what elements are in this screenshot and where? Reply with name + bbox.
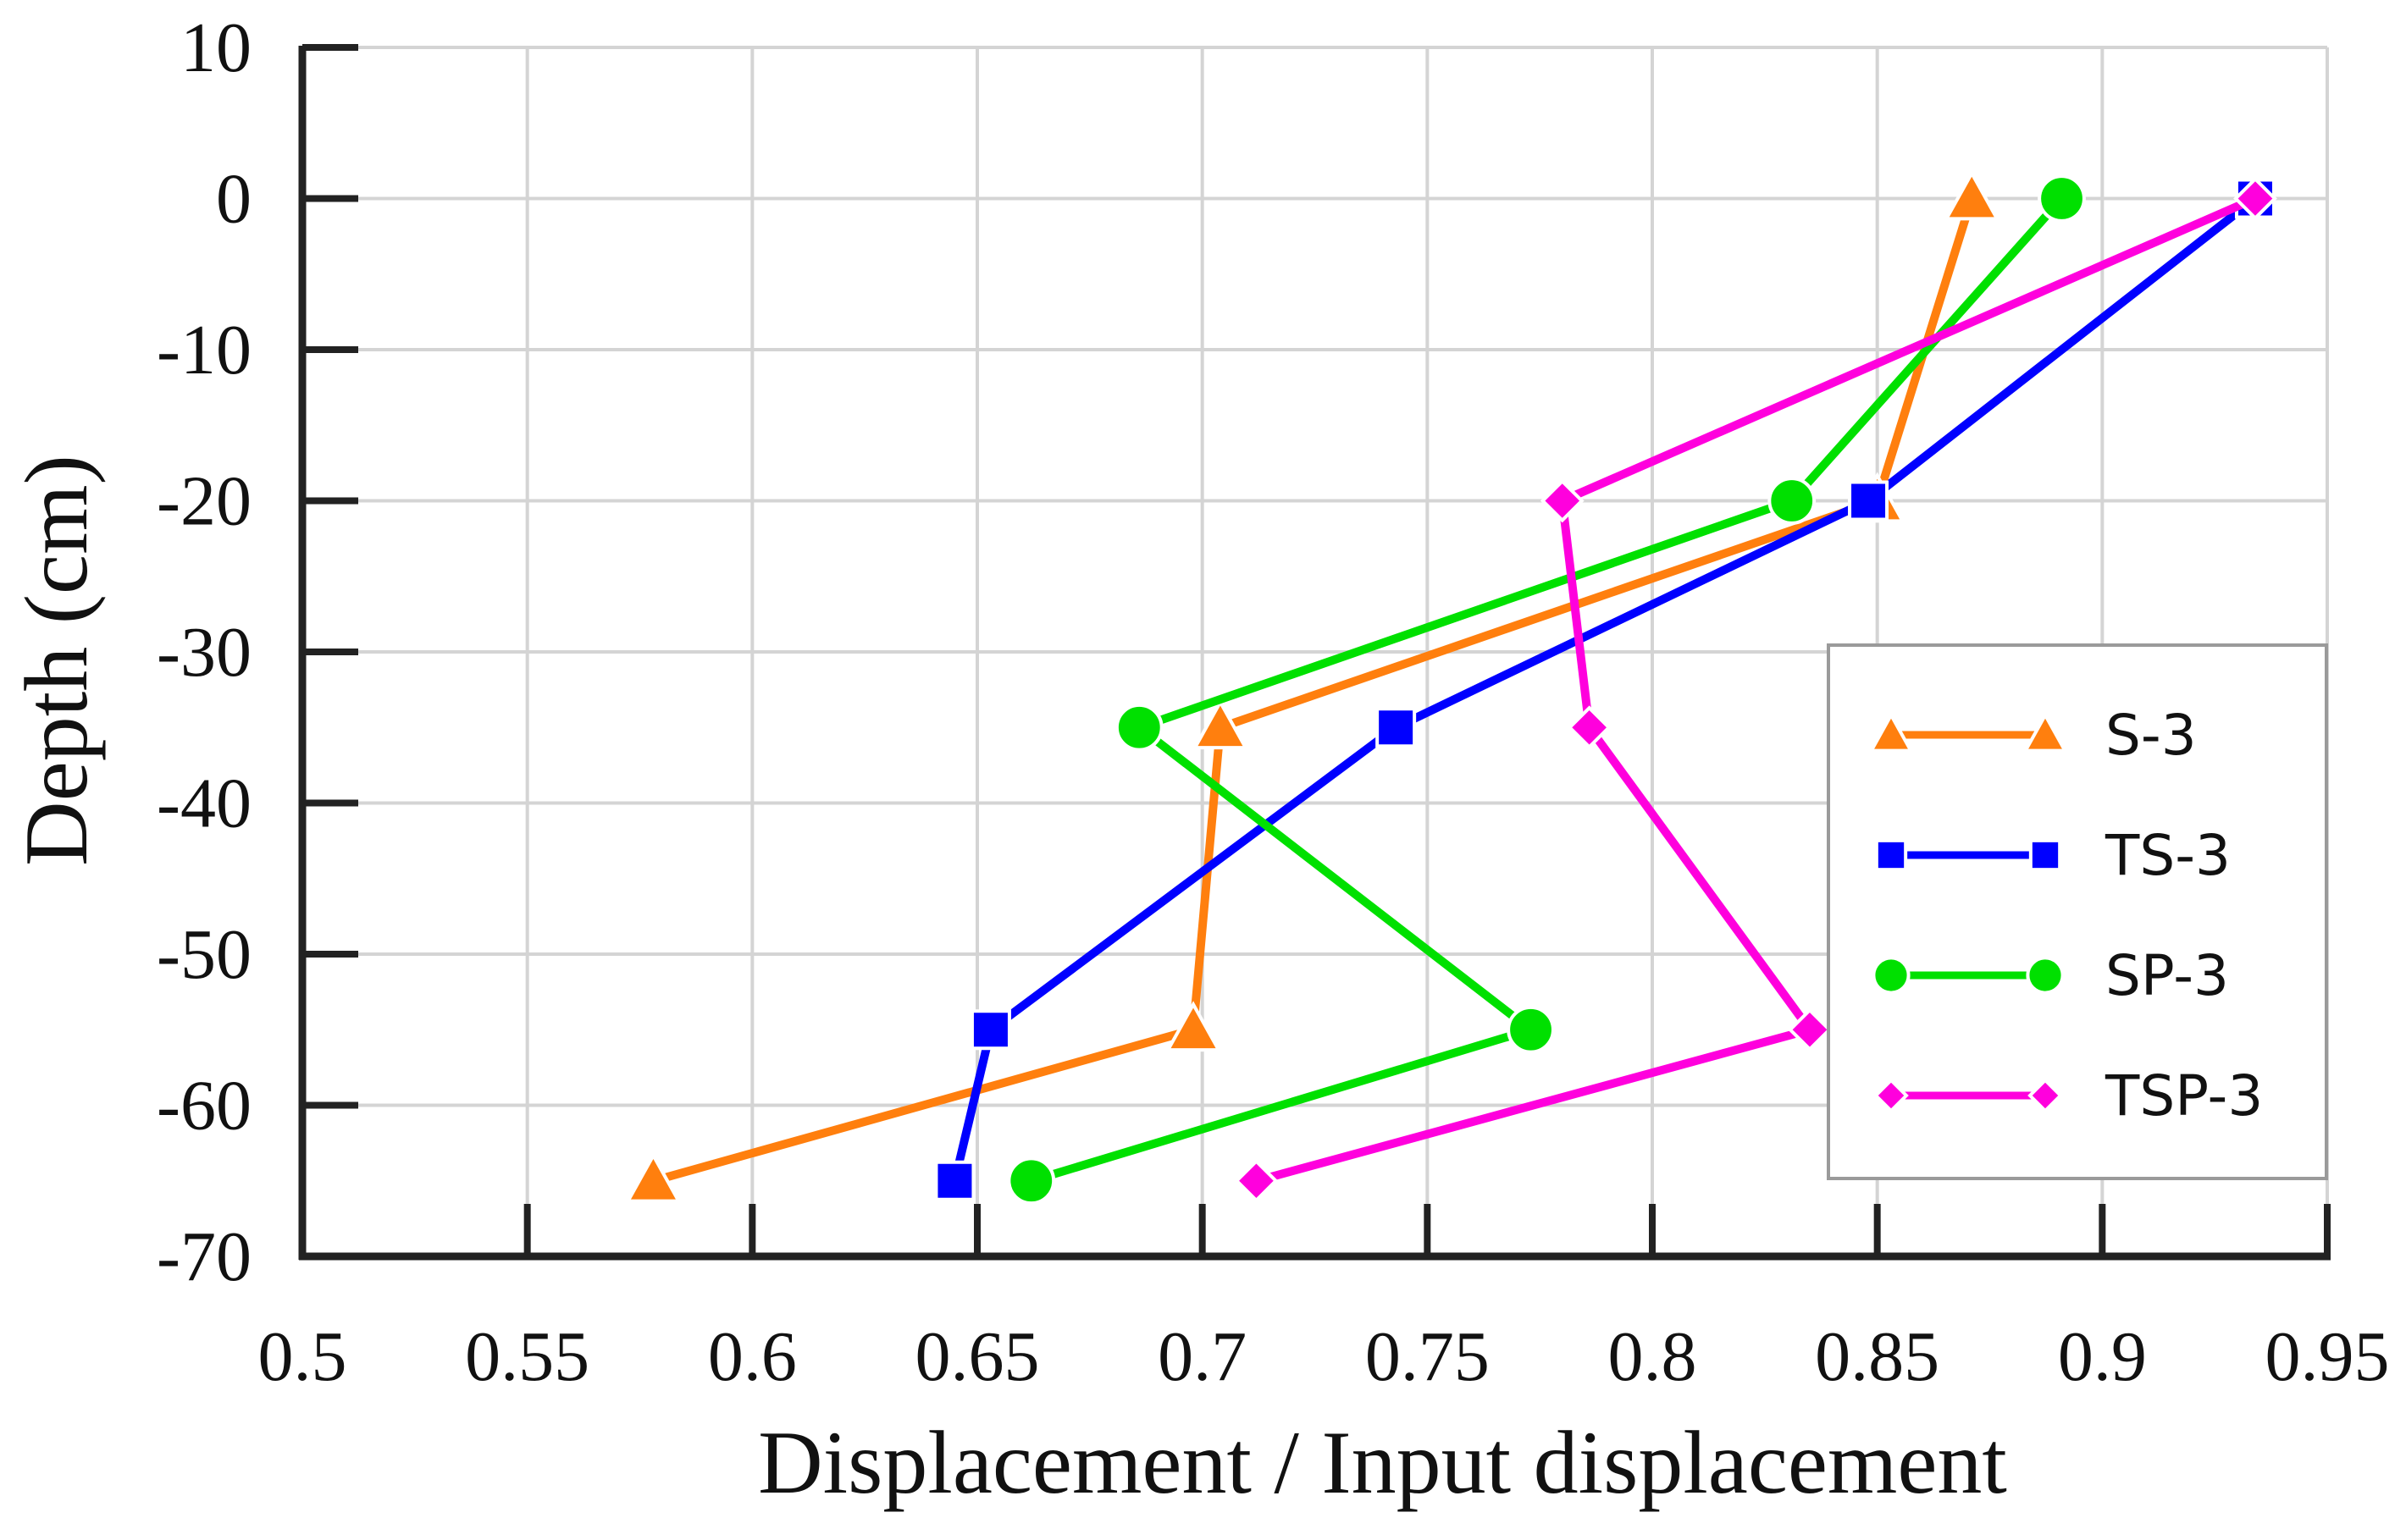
data-point-tsp-3 [1567,705,1612,750]
data-point-ts-3 [1375,707,1417,748]
legend-marker-sp-3 [2026,956,2065,995]
data-point-tsp-3 [1788,1007,1832,1052]
legend-marker-ts-3 [2028,838,2062,872]
series-sp-3 [1007,174,2086,1206]
legend-marker-sp-3 [1872,956,1911,995]
y-tick-label: 10 [180,8,252,87]
data-point-tsp-3 [1234,1158,1279,1203]
legend-item-sp-3: SP-3 [1872,943,2229,1008]
y-tick-label: -10 [157,311,252,389]
series-s-3 [625,169,2000,1203]
data-point-s-3 [1192,698,1249,750]
x-tick-label: 0.55 [465,1317,589,1396]
series-line-s-3 [649,194,1977,1185]
data-point-s-3 [1164,1001,1222,1052]
data-point-tsp-3 [2233,176,2277,221]
x-tick-label: 0.7 [1158,1317,1247,1396]
x-tick-label: 0.85 [1815,1317,1939,1396]
legend-marker-s-3 [2022,711,2068,753]
x-tick-label: 0.95 [2265,1317,2390,1396]
data-point-ts-3 [1848,480,1889,522]
x-tick-label: 0.75 [1365,1317,1490,1396]
x-tick-label: 0.5 [258,1317,347,1396]
legend-item-tsp-3: TSP-3 [1873,1063,2263,1129]
legend-label-s-3: S-3 [2105,703,2197,768]
axes: 10 0 -10 -20 -30 -40 -50 -60 -700.5 0.55 0.6 0.65 0.… [157,8,2389,1396]
legend-marker-tsp-3 [2027,1078,2063,1113]
data-point-s-3 [625,1151,682,1203]
legend-marker-tsp-3 [1873,1078,1909,1113]
legend-label-ts-3: TS-3 [2105,823,2231,888]
data-point-sp-3 [2038,174,2086,223]
y-tick-label: 0 [216,160,252,239]
data-point-sp-3 [1007,1156,1056,1206]
data-point-ts-3 [934,1160,976,1201]
y-tick-label: -60 [157,1067,252,1145]
legend-item-ts-3: TS-3 [1874,823,2231,888]
legend-label-sp-3: SP-3 [2105,943,2229,1008]
x-tick-label: 0.6 [708,1317,797,1396]
x-axis-title: Displacement / Input displacement [758,1413,2007,1512]
legend-label-tsp-3: TSP-3 [2105,1063,2263,1129]
data-point-sp-3 [1507,1005,1555,1054]
y-tick-label: -30 [157,613,252,692]
legend-item-s-3: S-3 [1868,703,2197,768]
series-tsp-3 [1234,176,2277,1203]
data-point-sp-3 [1115,703,1164,752]
y-tick-label: -70 [157,1217,252,1296]
x-tick-label: 0.65 [915,1317,1040,1396]
legend-marker-ts-3 [1874,838,1908,872]
x-tick-label: 0.8 [1608,1317,1697,1396]
y-tick-label: -20 [157,462,252,541]
y-tick-label: -50 [157,915,252,994]
x-tick-label: 0.9 [2058,1317,2147,1396]
data-point-ts-3 [970,1009,1011,1051]
series-layer [625,169,2277,1206]
y-tick-label: -40 [157,764,252,843]
legend: S-3 TS-3 SP-3 TSP-3 [1827,643,2328,1180]
data-point-tsp-3 [1540,478,1585,523]
data-point-s-3 [1943,169,2000,221]
data-point-sp-3 [1767,477,1817,525]
y-axis-title: Depth (cm) [7,455,106,866]
legend-marker-s-3 [1868,711,1914,753]
